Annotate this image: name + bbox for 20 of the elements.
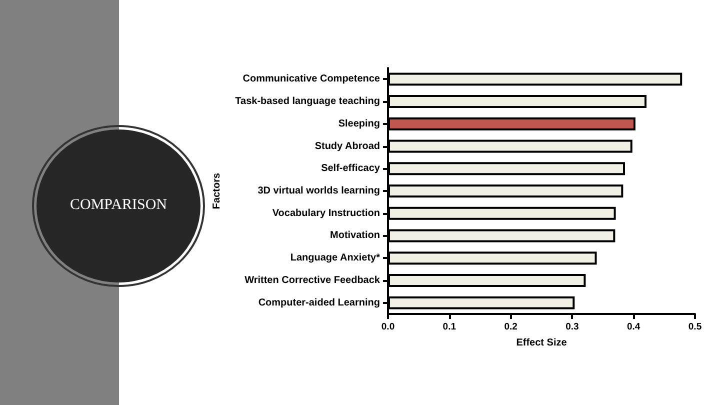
y-tick-label: Vocabulary Instruction [272,208,380,219]
x-tick-label: 0.2 [504,322,518,332]
x-tick-label: 0.5 [688,322,702,332]
y-tick-label: Communicative Competence [242,74,380,85]
x-tick-label: 0.4 [626,322,641,332]
x-axis-title: Effect Size [516,338,568,348]
y-tick-label: Study Abroad [314,140,380,152]
text: COMPARISON [69,196,168,214]
x-tick-label: 0.1 [442,322,457,332]
y-tick-label: Written Corrective Feedback [244,274,380,286]
x-tick-label: 0.3 [566,322,579,332]
y-tick-label: Computer-aided Learning [258,297,380,308]
x-tick-label: 0.0 [381,322,395,332]
y-tick-label: Self-efficacy [321,163,380,174]
y-tick-label: Sleeping [338,118,380,130]
y-tick-label: Task-based language teaching [235,96,380,108]
y-tick-label: Motivation [330,230,380,242]
y-tick-label: 3D virtual worlds learning [258,186,380,196]
y-tick-label: Language Anxiety* [290,252,380,264]
y-axis-title: Factors [212,172,222,210]
